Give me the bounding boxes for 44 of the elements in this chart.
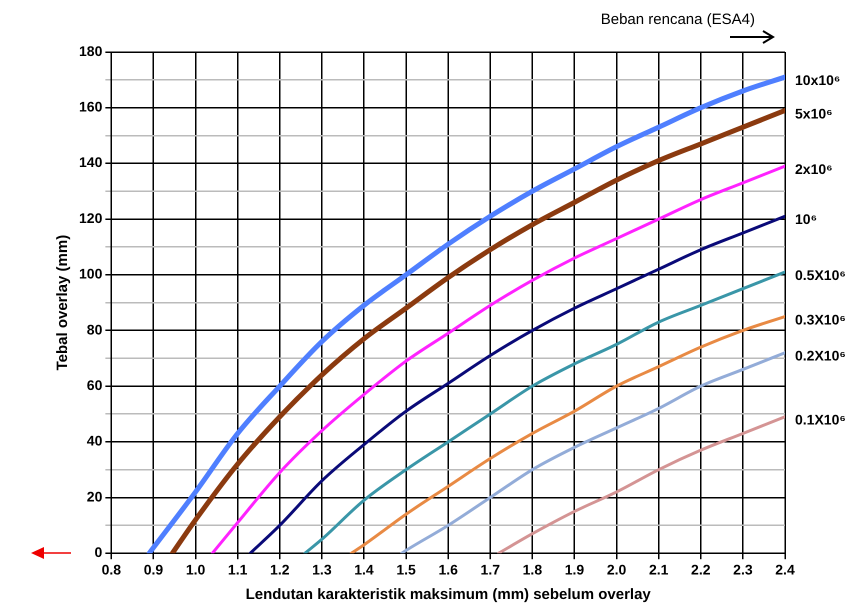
x-tick-label: 2.2 bbox=[691, 561, 711, 578]
series-label: 0.5X10⁶ bbox=[795, 266, 846, 283]
x-tick-label: 1.8 bbox=[522, 561, 542, 578]
line-series bbox=[497, 415, 785, 554]
y-tick-label: 120 bbox=[79, 210, 103, 226]
x-tick-label: 1.1 bbox=[228, 561, 248, 578]
series-label: 0.2X10⁶ bbox=[795, 348, 846, 364]
y-tick-label: 80 bbox=[86, 321, 103, 338]
x-tick-label: 2.4 bbox=[775, 561, 795, 578]
series-label: 0.3X10⁶ bbox=[795, 311, 846, 328]
x-tick-label: 1.3 bbox=[312, 561, 332, 578]
series-label: 0.1X10⁶ bbox=[795, 412, 846, 428]
x-tick-label: 1.7 bbox=[480, 561, 500, 578]
y-tick-label: 140 bbox=[79, 154, 103, 170]
y-tick-label: 160 bbox=[79, 98, 103, 115]
x-tick-label: 1.6 bbox=[438, 561, 458, 578]
x-axis-title: Lendutan karakteristik maksimum (mm) sebelum overlay bbox=[246, 586, 652, 604]
series-label: 2x10⁶ bbox=[795, 161, 833, 178]
x-tick-label: 1.4 bbox=[354, 561, 374, 578]
y-tick-label: 0 bbox=[94, 544, 103, 560]
series-label: 5x10⁶ bbox=[795, 105, 833, 122]
line-series bbox=[210, 164, 785, 554]
line-series bbox=[304, 270, 785, 554]
x-tick-label: 2.1 bbox=[648, 561, 669, 578]
x-tick-label: 2.0 bbox=[606, 561, 627, 578]
x-tick-label: 1.2 bbox=[270, 561, 290, 578]
y-axis-title: Tebal overlay (mm) bbox=[54, 234, 72, 370]
line-series bbox=[400, 351, 785, 554]
y-tick-label: 40 bbox=[86, 432, 103, 449]
y-tick-label: 100 bbox=[79, 266, 103, 282]
y-tick-label: 60 bbox=[86, 376, 103, 393]
line-series bbox=[350, 315, 785, 554]
x-tick-label: 0.9 bbox=[144, 561, 164, 578]
series-label: 10⁶ bbox=[795, 211, 818, 228]
y-tick-label: 180 bbox=[79, 42, 103, 59]
x-tick-label: 1.5 bbox=[396, 561, 416, 578]
legend-title: Beban rencana (ESA4) bbox=[600, 11, 755, 28]
line-series bbox=[248, 214, 785, 554]
x-tick-label: 1.0 bbox=[186, 561, 206, 578]
x-tick-label: 1.9 bbox=[564, 561, 584, 578]
x-tick-label: 2.3 bbox=[733, 561, 753, 578]
series-label: 10x10⁶ bbox=[795, 72, 840, 88]
y-tick-label: 20 bbox=[86, 488, 103, 504]
x-tick-label: 0.8 bbox=[102, 561, 122, 578]
